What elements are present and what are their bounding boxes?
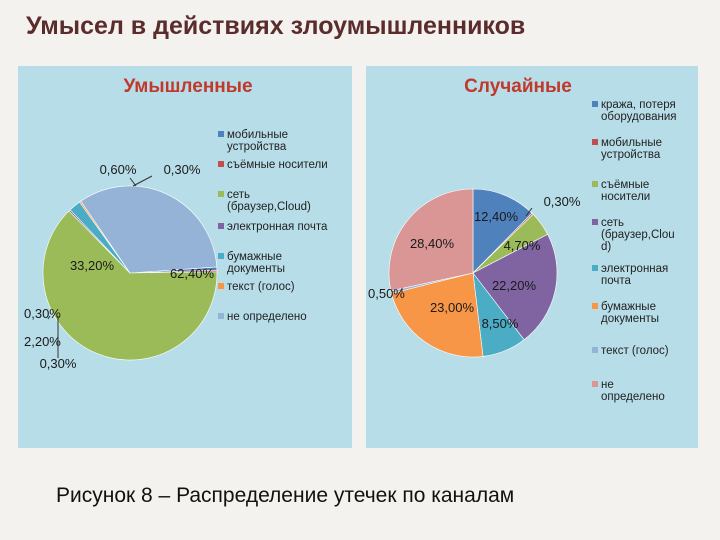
pie-slice [391,272,484,358]
data-label: 33,20% [70,258,115,273]
pie-slice [42,210,218,361]
legend-label: d) [601,241,611,253]
data-label: 23,00% [430,300,475,315]
chart-panel-accidental: Случайные 12,40% 0,30% 4,70% 22,20% 8,50% 23,0… [366,66,698,448]
legend-swatch [218,253,224,259]
chart-title: Случайные [464,76,572,97]
data-label: 0,30% [40,356,77,371]
pie-slice [472,188,533,274]
data-label: 0,30% [164,162,201,177]
legend-label: съёмные носители [227,159,328,171]
legend-label: (браузер,Cloud) [227,201,311,213]
pie-chart-intentional: Умышленные 0,60% 0,30% 62,40% 0,30% 2,20% 0,30… [24,76,328,371]
legend-label: устройства [601,149,661,161]
data-label: 0,50% [368,286,405,301]
leader-line [525,207,533,217]
data-label: 22,20% [492,278,537,293]
legend-label: носители [601,191,650,203]
legend-label: электронная почта [227,221,328,233]
data-label: 28,40% [410,236,455,251]
chart-title: Умышленные [123,76,252,97]
legend-swatch [218,191,224,197]
legend-swatch [218,223,224,229]
legend-label: текст (голос) [601,345,669,357]
data-label: 2,20% [24,334,61,349]
legend-swatch [218,161,224,167]
legend-label: (браузер,Clou [601,229,675,241]
legend-label: не [601,379,614,391]
legend-label: мобильные [601,137,662,149]
pie-chart-accidental: Случайные 12,40% 0,30% 4,70% 22,20% 8,50% 23,0… [368,76,677,403]
legend-swatch [218,283,224,289]
legend-swatch [592,381,598,387]
data-label: 12,40% [474,209,519,224]
legend-label: бумажные [227,251,282,263]
data-label: 8,50% [482,316,519,331]
data-label: 4,70% [504,238,541,253]
legend-label: устройства [227,141,287,153]
legend-swatch [592,265,598,271]
pie-slice [80,185,218,274]
legend-label: почта [601,275,631,287]
legend-label: кража, потеря [601,99,676,111]
legend-swatch [592,303,598,309]
chart-panel-intentional: Умышленные 0,60% 0,30% 62,40% 0,30% 2,20% 0,30… [18,66,352,448]
legend-swatch [592,347,598,353]
legend-label: съёмные [601,179,649,191]
legend-label: сеть [601,217,624,229]
data-label: 0,30% [544,194,581,209]
data-label: 0,60% [100,162,137,177]
legend-swatch [592,219,598,225]
legend-label: определено [601,391,665,403]
data-label: 0,30% [24,306,61,321]
legend-label: электронная [601,263,668,275]
legend-swatch [592,139,598,145]
pie-slice [388,188,474,292]
legend-swatch [592,181,598,187]
pie-slice [472,233,558,341]
legend-label: оборудования [601,111,677,123]
legend-swatch [218,313,224,319]
legend-label: текст (голос) [227,281,295,293]
legend-label: документы [227,263,285,275]
legend-label: документы [601,313,659,325]
legend-label: мобильные [227,129,288,141]
slide-title: Умысел в действиях злоумышленников [26,12,526,40]
figure-caption: Рисунок 8 – Распределение утечек по кана… [56,484,515,507]
data-label: 62,40% [170,266,215,281]
legend-swatch [218,131,224,137]
legend-label: не определено [227,311,307,323]
legend-label: сеть [227,189,250,201]
leader-line [47,315,51,320]
legend-label: бумажные [601,301,656,313]
leader-line [132,175,153,187]
legend-swatch [592,101,598,107]
